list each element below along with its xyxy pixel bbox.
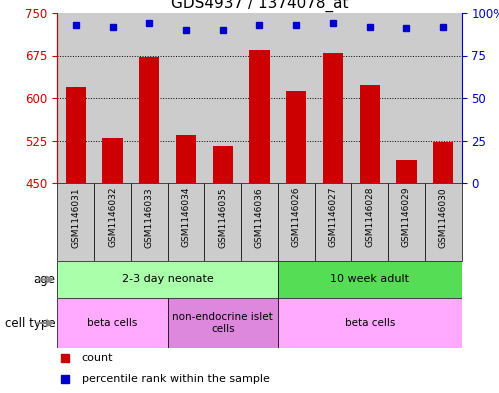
Text: 10 week adult: 10 week adult <box>330 274 409 285</box>
Text: count: count <box>82 353 113 363</box>
Bar <box>102 138 123 183</box>
Bar <box>433 141 453 183</box>
Bar <box>57 261 278 298</box>
Bar <box>131 183 168 261</box>
Bar <box>139 57 159 183</box>
Bar <box>241 183 278 261</box>
Bar <box>323 53 343 183</box>
Bar <box>57 298 168 348</box>
Text: GSM1146026: GSM1146026 <box>292 187 301 248</box>
Bar <box>314 13 351 183</box>
Bar <box>360 85 380 183</box>
Bar <box>66 87 86 183</box>
Text: GSM1146034: GSM1146034 <box>182 187 191 248</box>
Text: GSM1146036: GSM1146036 <box>255 187 264 248</box>
Text: GSM1146035: GSM1146035 <box>218 187 227 248</box>
Bar <box>314 183 351 261</box>
Text: GSM1146027: GSM1146027 <box>328 187 337 248</box>
Bar <box>168 13 205 183</box>
Bar <box>205 183 241 261</box>
Bar <box>168 183 205 261</box>
Bar <box>94 183 131 261</box>
Text: GSM1146029: GSM1146029 <box>402 187 411 248</box>
Bar <box>250 50 269 183</box>
Bar <box>351 13 388 183</box>
Bar <box>388 183 425 261</box>
Text: cell type: cell type <box>5 316 55 329</box>
Bar <box>278 13 314 183</box>
Bar <box>176 135 196 183</box>
Bar <box>278 261 462 298</box>
Text: age: age <box>33 273 55 286</box>
Text: percentile rank within the sample: percentile rank within the sample <box>82 374 269 384</box>
Bar <box>213 146 233 183</box>
Bar <box>241 13 278 183</box>
Bar <box>205 13 241 183</box>
Bar <box>351 183 388 261</box>
Text: GSM1146031: GSM1146031 <box>71 187 80 248</box>
Bar <box>425 183 462 261</box>
Bar <box>278 298 462 348</box>
Bar <box>425 13 462 183</box>
Text: GSM1146032: GSM1146032 <box>108 187 117 248</box>
Title: GDS4937 / 1374078_at: GDS4937 / 1374078_at <box>171 0 348 12</box>
Bar <box>168 298 278 348</box>
Text: beta cells: beta cells <box>87 318 138 328</box>
Text: 2-3 day neonate: 2-3 day neonate <box>122 274 214 285</box>
Text: GSM1146030: GSM1146030 <box>439 187 448 248</box>
Text: non-endocrine islet
cells: non-endocrine islet cells <box>172 312 273 334</box>
Text: GSM1146028: GSM1146028 <box>365 187 374 248</box>
Text: GSM1146033: GSM1146033 <box>145 187 154 248</box>
Bar <box>396 160 417 183</box>
Bar <box>388 13 425 183</box>
Text: beta cells: beta cells <box>344 318 395 328</box>
Bar <box>131 13 168 183</box>
Bar <box>57 183 94 261</box>
Bar <box>94 13 131 183</box>
Bar <box>278 183 314 261</box>
Bar <box>57 13 94 183</box>
Bar <box>286 91 306 183</box>
